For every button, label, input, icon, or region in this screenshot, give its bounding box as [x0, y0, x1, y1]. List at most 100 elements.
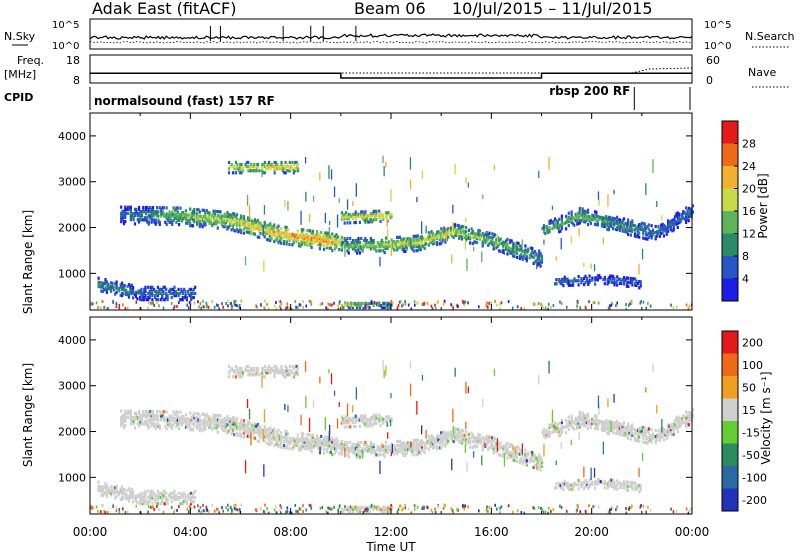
- velocity-cell: [454, 429, 457, 433]
- power-cell: [105, 288, 108, 292]
- power-cell: [609, 216, 612, 220]
- power-cell: [143, 218, 146, 222]
- power-cell: [189, 207, 192, 211]
- power-cell: [204, 210, 207, 215]
- power-colorbar-label: 4: [742, 273, 749, 286]
- velocity-cell: [169, 493, 172, 497]
- power-cell: [521, 239, 523, 246]
- power-cell: [151, 214, 154, 218]
- power-cell: [310, 245, 313, 250]
- power-cell: [158, 287, 161, 291]
- velocity-cell: [396, 452, 399, 456]
- power-cell: [593, 264, 596, 272]
- velocity-cell: [555, 482, 558, 486]
- power-cell: [223, 225, 226, 229]
- velocity-cell: [100, 489, 103, 493]
- velocity-cell: [223, 422, 226, 427]
- power-cell: [144, 289, 147, 293]
- velocity-cell: [560, 424, 563, 428]
- velocity-cell: [588, 423, 591, 427]
- power-cell: [139, 214, 142, 218]
- velocity-cell: [625, 434, 628, 438]
- velocity-cell: [149, 489, 153, 493]
- power-cell: [614, 227, 617, 231]
- velocity-cell: [236, 421, 239, 425]
- power-cell: [642, 232, 645, 236]
- power-cell: [134, 292, 137, 296]
- velocity-cell: [627, 436, 630, 440]
- velocity-cell: [676, 419, 679, 423]
- velocity-cell: [447, 439, 450, 443]
- velocity-cell: [186, 425, 189, 429]
- power-cell: [240, 165, 243, 169]
- power-cell: [375, 245, 378, 249]
- velocity-cell: [613, 485, 616, 489]
- velocity-cell: [252, 423, 255, 427]
- power-cell: [660, 227, 663, 231]
- velocity-cell: [320, 445, 323, 449]
- velocity-cell: [311, 435, 315, 439]
- velocity-cell: [407, 441, 410, 445]
- velocity-cell: [205, 421, 208, 425]
- velocity-cell: [665, 436, 668, 440]
- power-cell: [273, 227, 276, 231]
- power-cell: [160, 212, 163, 216]
- power-cell: [638, 227, 641, 231]
- velocity-cell: [151, 489, 154, 493]
- power-cell: [387, 211, 390, 215]
- power-cell: [580, 281, 583, 285]
- velocity-cell: [379, 447, 382, 451]
- power-cell: [179, 206, 182, 210]
- velocity-cell: [437, 438, 440, 442]
- velocity-cell: [647, 431, 650, 435]
- power-cell: [458, 230, 461, 234]
- velocity-cell: [574, 416, 577, 420]
- velocity-cell: [371, 418, 374, 422]
- power-cell: [540, 256, 544, 260]
- power-cell: [227, 225, 230, 229]
- velocity-cell: [567, 485, 570, 489]
- velocity-cell: [244, 425, 247, 429]
- velocity-cell: [520, 457, 523, 461]
- velocity-cell: [236, 369, 239, 373]
- power-cell: [147, 301, 150, 305]
- velocity-cell: [353, 447, 356, 451]
- velocity-cell: [263, 424, 266, 428]
- velocity-cell: [553, 429, 557, 433]
- velocity-cell: [166, 502, 169, 506]
- velocity-cell: [603, 429, 606, 433]
- velocity-cell: [687, 414, 690, 419]
- power-cell: [202, 299, 204, 303]
- power-cell: [603, 216, 606, 220]
- power-cell: [441, 228, 444, 233]
- power-cell: [398, 300, 401, 304]
- velocity-cell: [253, 430, 257, 434]
- power-cell: [636, 235, 639, 239]
- power-cell: [197, 214, 200, 218]
- velocity-cell: [280, 364, 283, 369]
- power-cell: [129, 291, 132, 295]
- power-cell: [365, 218, 368, 222]
- velocity-cell: [545, 431, 548, 435]
- power-cell: [258, 229, 261, 233]
- velocity-cell: [351, 507, 355, 511]
- power-cell: [538, 251, 541, 255]
- power-cell: [506, 242, 509, 246]
- power-cell: [263, 227, 266, 231]
- power-cell: [454, 233, 457, 237]
- velocity-cell: [425, 442, 428, 446]
- velocity-cell: [197, 412, 200, 416]
- power-cell: [144, 216, 148, 220]
- velocity-cell: [123, 488, 126, 492]
- velocity-cell: [613, 481, 616, 485]
- power-cell: [476, 236, 479, 241]
- velocity-cell: [620, 485, 623, 490]
- power-cell: [140, 210, 143, 214]
- power-cell: [382, 215, 385, 219]
- velocity-cell: [239, 373, 242, 377]
- velocity-cell: [598, 478, 601, 482]
- power-cell: [100, 285, 103, 289]
- power-cell: [451, 254, 453, 264]
- power-cell: [143, 298, 146, 302]
- power-cell: [525, 255, 528, 259]
